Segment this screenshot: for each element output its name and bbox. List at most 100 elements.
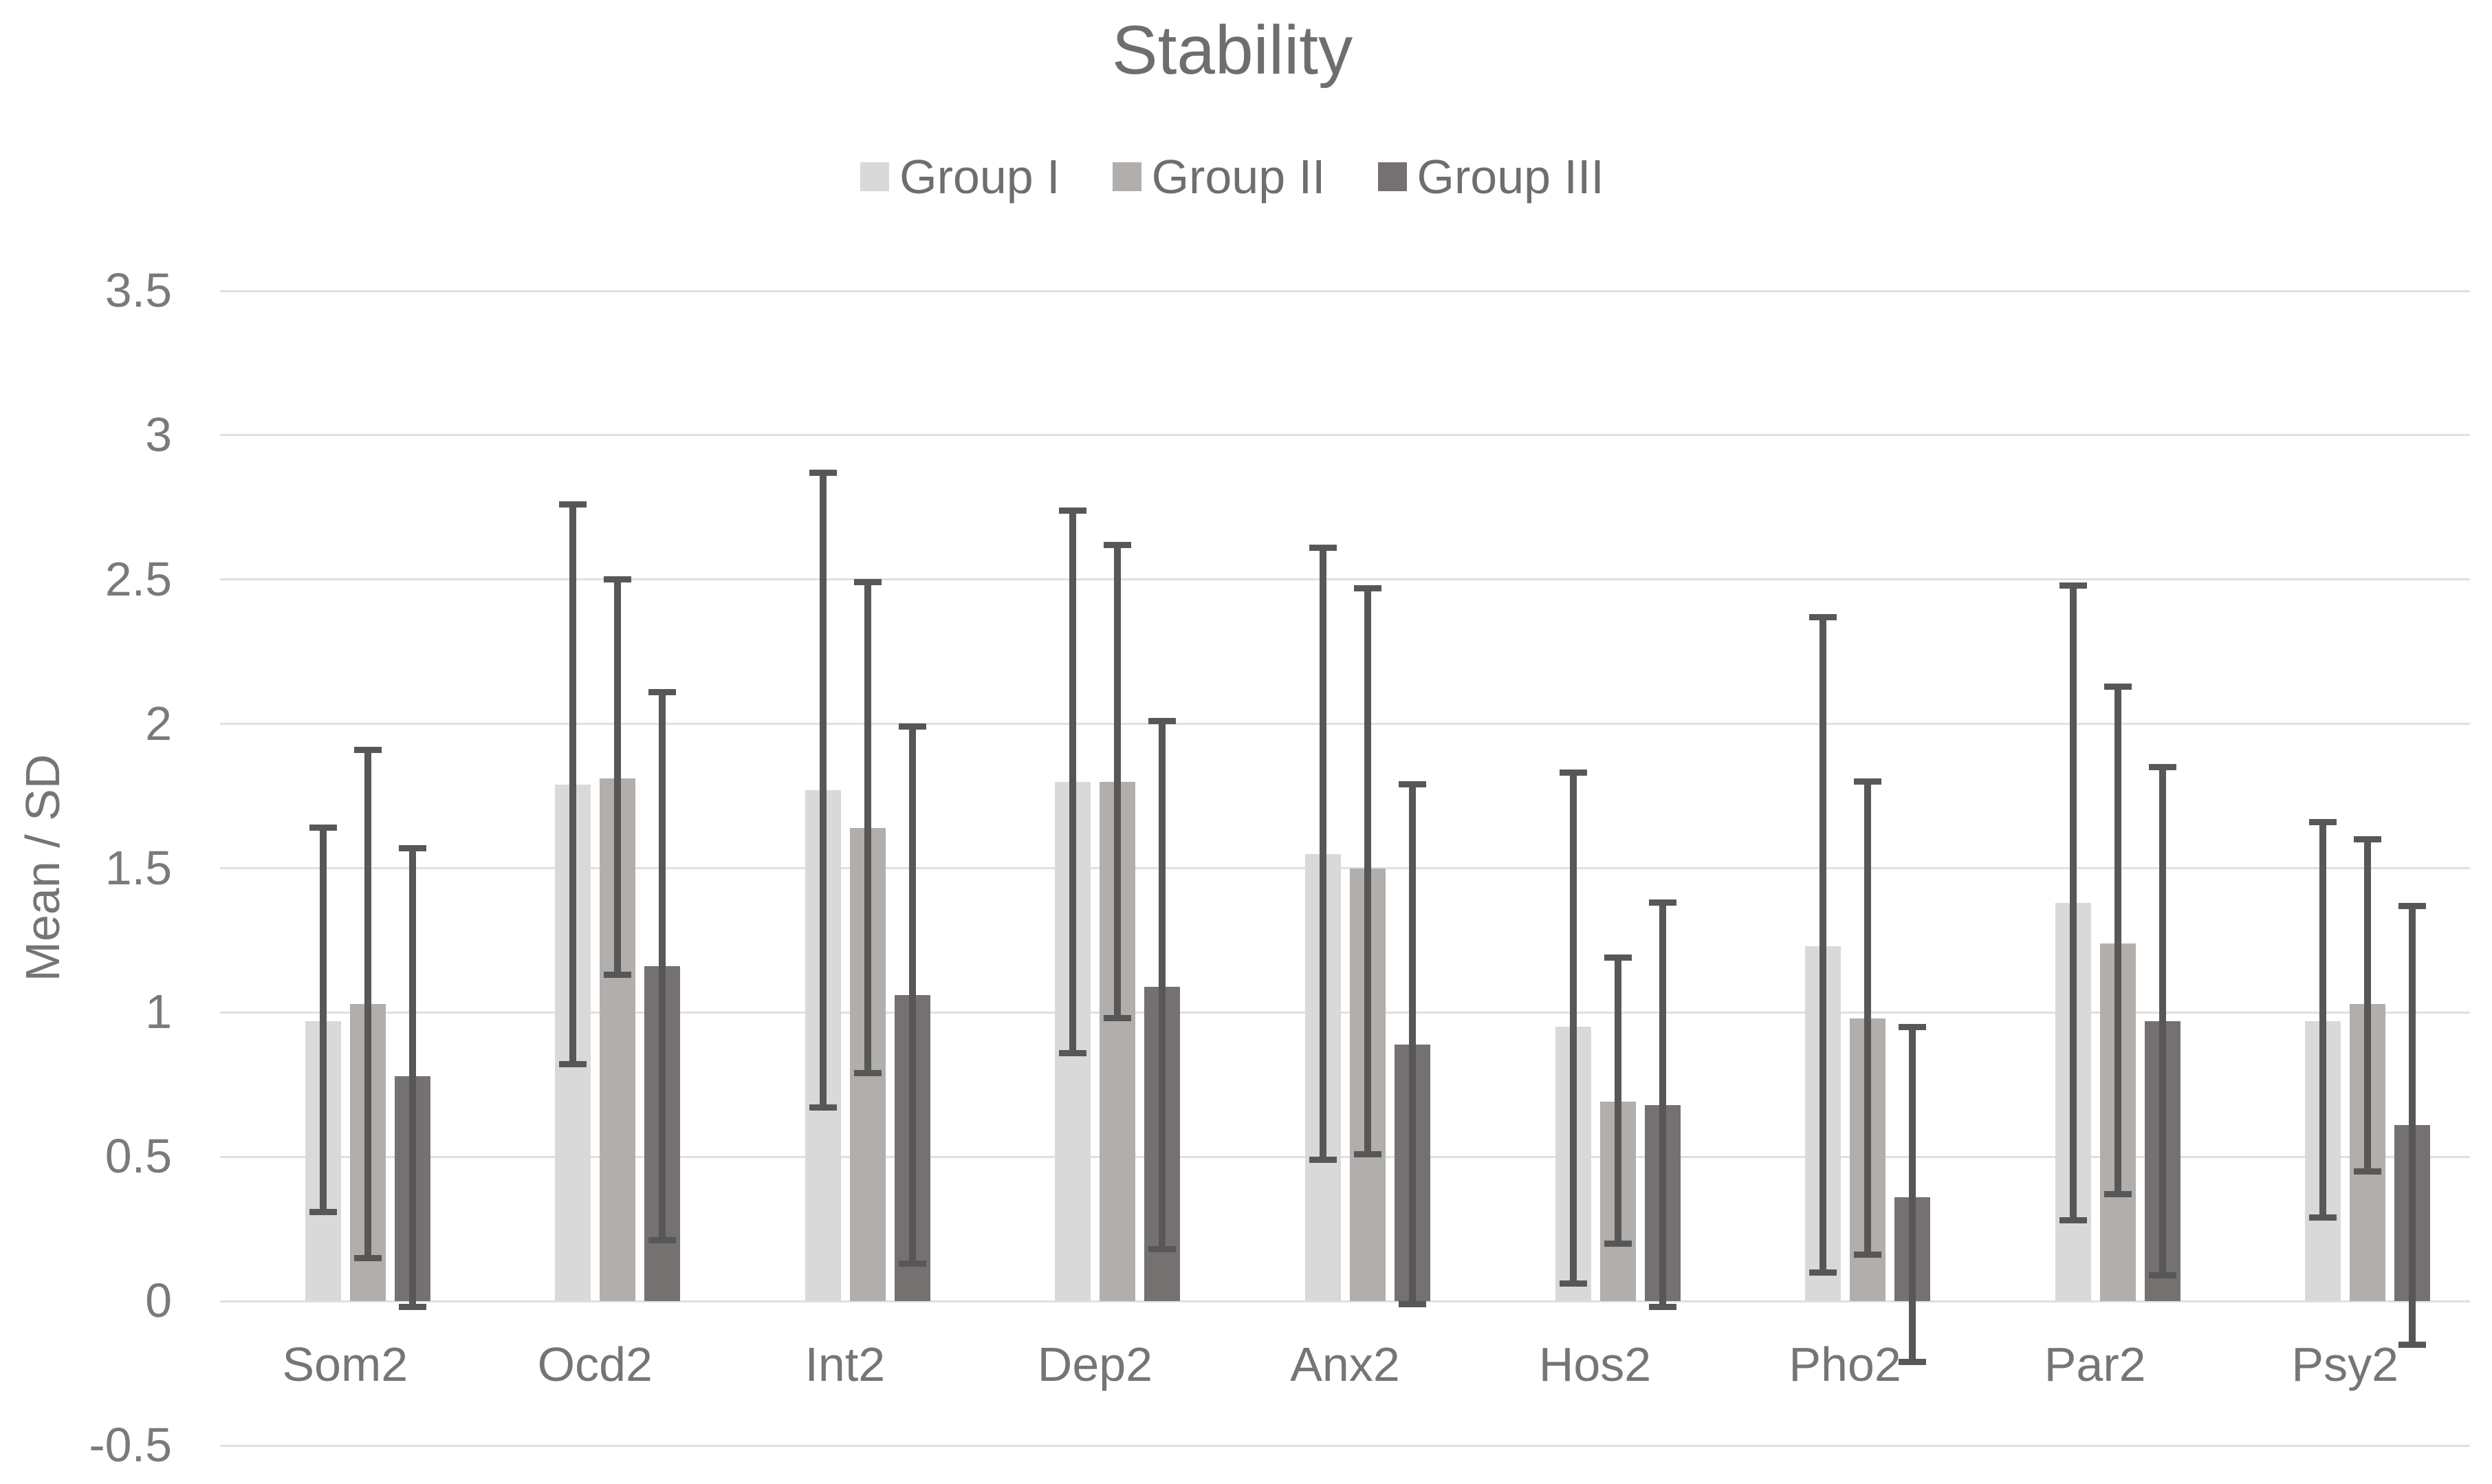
category-label-hos2: Hos2 (1538, 1338, 1652, 1391)
error-bar-pho2-2 (1864, 781, 1872, 1255)
legend-label: Group III (1417, 150, 1604, 204)
error-cap-low (1059, 1049, 1087, 1056)
error-cap-high (648, 688, 677, 695)
error-cap-low (604, 972, 632, 979)
error-cap-low (2309, 1214, 2337, 1221)
error-cap-high (2309, 818, 2337, 825)
error-bar-par2-2 (2114, 686, 2121, 1194)
legend-item-3: Group III (1377, 150, 1604, 204)
error-bar-pho2-1 (1819, 617, 1827, 1273)
gridline (220, 1155, 2470, 1158)
y-tick-label: 1 (145, 985, 172, 1039)
gridline (220, 290, 2470, 292)
error-cap-low (1604, 1240, 1632, 1247)
error-bar-int2-1 (819, 472, 827, 1108)
error-cap-low (398, 1304, 426, 1311)
y-tick-label: 3.5 (105, 263, 172, 317)
error-cap-low (1399, 1300, 1426, 1307)
error-bar-dep2-2 (1114, 545, 1122, 1018)
error-cap-low (2148, 1272, 2176, 1278)
error-bar-dep2-1 (1069, 510, 1077, 1054)
error-cap-low (2398, 1341, 2427, 1348)
legend-swatch-icon (1112, 162, 1141, 191)
error-cap-high (2148, 764, 2176, 771)
y-tick-label: 2 (145, 696, 172, 750)
category-label-int2: Int2 (805, 1338, 886, 1391)
chart-title: Stability (1111, 12, 1353, 89)
error-cap-low (559, 1061, 587, 1068)
y-tick-label: 1.5 (105, 840, 172, 895)
error-cap-high (1148, 717, 1177, 724)
gridline (220, 578, 2470, 581)
error-cap-high (809, 469, 837, 476)
error-cap-low (1809, 1269, 1837, 1276)
error-cap-low (853, 1070, 882, 1077)
error-bar-int2-3 (908, 726, 916, 1264)
error-bar-som2-1 (319, 827, 327, 1212)
error-cap-high (2398, 902, 2427, 909)
error-bar-som2-2 (364, 750, 371, 1258)
error-cap-high (2103, 683, 2132, 690)
y-tick-label: 0.5 (105, 1129, 172, 1183)
error-cap-low (1854, 1252, 1882, 1258)
category-label-som2: Som2 (282, 1338, 408, 1391)
error-cap-high (853, 579, 882, 586)
error-bar-hos2-2 (1614, 957, 1621, 1244)
error-cap-low (353, 1254, 382, 1261)
error-bar-anx2-2 (1364, 588, 1371, 1155)
error-bar-int2-2 (864, 582, 871, 1073)
error-cap-high (2059, 582, 2087, 589)
y-tick-label: 0 (145, 1274, 172, 1328)
error-bar-hos2-1 (1569, 772, 1577, 1284)
category-label-psy2: Psy2 (2291, 1338, 2399, 1391)
error-cap-high (1899, 1023, 1927, 1030)
gridline (220, 867, 2470, 869)
error-cap-high (1354, 585, 1381, 591)
category-label-anx2: Anx2 (1290, 1338, 1400, 1391)
legend-swatch-icon (1377, 162, 1407, 191)
error-cap-high (1059, 507, 1087, 514)
error-cap-low (1559, 1280, 1587, 1287)
error-bar-pho2-3 (1909, 1027, 1916, 1362)
gridline (220, 1444, 2470, 1447)
error-cap-low (1354, 1150, 1381, 1157)
error-cap-high (604, 576, 632, 583)
error-bar-som2-3 (408, 848, 416, 1307)
legend-swatch-icon (860, 162, 890, 191)
error-cap-high (1648, 899, 1676, 906)
error-cap-high (1399, 781, 1426, 788)
gridline (220, 723, 2470, 725)
error-cap-low (2103, 1191, 2132, 1198)
error-cap-low (2059, 1217, 2087, 1224)
error-bar-psy2-2 (2364, 839, 2372, 1172)
error-bar-ocd2-2 (614, 579, 622, 975)
error-bar-psy2-3 (2409, 906, 2416, 1345)
legend-item-2: Group II (1112, 153, 1326, 201)
error-bar-hos2-3 (1659, 902, 1666, 1307)
error-cap-high (1559, 770, 1587, 776)
gridline (220, 434, 2470, 437)
error-bar-ocd2-1 (569, 504, 577, 1065)
error-bar-psy2-1 (2319, 822, 2327, 1218)
error-cap-high (1604, 954, 1632, 961)
y-tick-label: -0.5 (89, 1418, 172, 1472)
error-cap-low (309, 1208, 337, 1215)
error-cap-low (1148, 1246, 1177, 1253)
error-cap-low (809, 1104, 837, 1111)
error-cap-high (1854, 778, 1882, 785)
error-cap-low (1104, 1015, 1132, 1022)
gridline (220, 1300, 2470, 1302)
y-tick-label: 3 (145, 407, 172, 461)
error-cap-high (559, 501, 587, 508)
error-cap-low (898, 1261, 926, 1267)
error-cap-high (2354, 836, 2382, 843)
category-label-par2: Par2 (2044, 1338, 2146, 1391)
category-label-dep2: Dep2 (1037, 1338, 1153, 1391)
error-cap-high (898, 723, 926, 730)
error-cap-high (1104, 541, 1132, 548)
error-cap-high (1309, 545, 1337, 552)
error-cap-low (1899, 1358, 1927, 1365)
gridline (220, 1011, 2470, 1014)
y-tick-label: 2.5 (105, 552, 172, 606)
